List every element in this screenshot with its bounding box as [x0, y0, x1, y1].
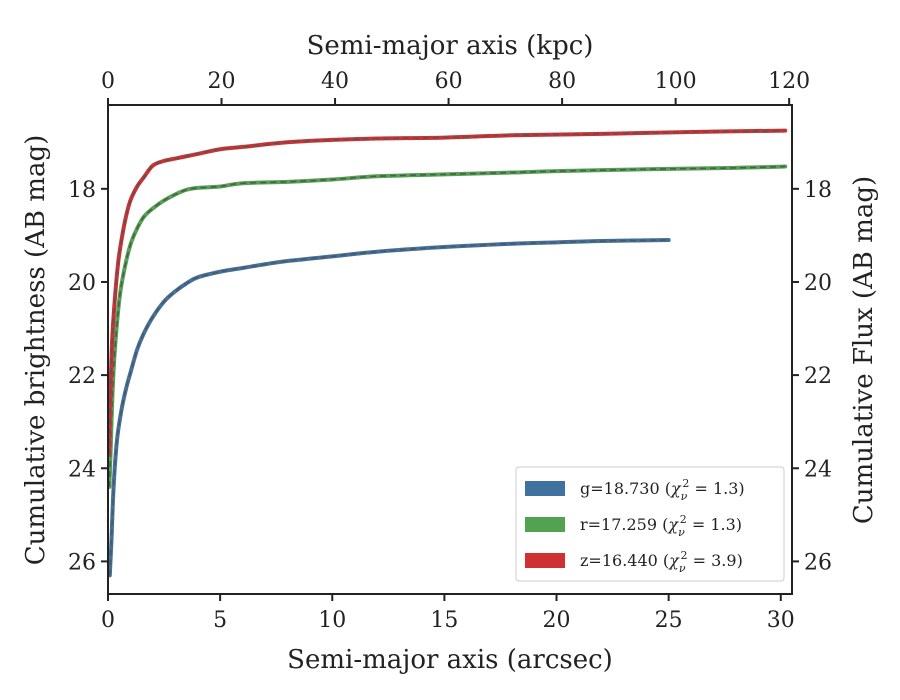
legend-swatch-r [525, 517, 565, 532]
x-tick-label: 15 [430, 608, 458, 633]
y-tick-label: 22 [68, 364, 96, 389]
right-tick-label: 24 [804, 457, 832, 482]
curve-r-band [107, 164, 788, 489]
x-tick-label: 5 [213, 608, 227, 633]
right-tick-label: 20 [804, 271, 832, 296]
y-axis-title: Cumulative brightness (AB mag) [21, 135, 51, 566]
x-tick-label: 20 [543, 608, 571, 633]
y-tick-label: 20 [68, 271, 96, 296]
y-tick-label: 24 [68, 457, 96, 482]
x-tick-label: 25 [655, 608, 683, 633]
x-tick-label: 30 [767, 608, 795, 633]
curve-z-band [107, 128, 788, 457]
x-axis-title: Semi-major axis (arcsec) [287, 645, 613, 675]
top-axis-title: Semi-major axis (kpc) [307, 31, 594, 61]
legend: g=18.730 (χν2 = 1.3) r=17.259 (χν2 = 1.3)… [515, 466, 785, 582]
x-tick-label: 10 [318, 608, 346, 633]
data-curves [107, 128, 788, 578]
model-r-band [108, 165, 786, 487]
top-tick-label: 0 [101, 69, 115, 94]
legend-label-z: z=16.440 (χν2 = 3.9) [580, 549, 743, 575]
right-tick-label: 26 [804, 550, 832, 575]
y-tick-label: 26 [68, 550, 96, 575]
top-tick-label: 80 [548, 69, 576, 94]
top-tick-label: 100 [655, 69, 697, 94]
right-axis-title: Cumulative Flux (AB mag) [849, 176, 879, 524]
top-tick-label: 60 [435, 69, 463, 94]
legend-label-r: r=17.259 (χν2 = 1.3) [580, 513, 742, 539]
legend-label-g: g=18.730 (χν2 = 1.3) [580, 477, 745, 503]
right-tick-label: 18 [804, 178, 832, 203]
legend-swatch-z [525, 553, 565, 568]
y-tick-label: 18 [68, 178, 96, 203]
plot-frame [107, 104, 793, 595]
top-tick-label: 20 [208, 69, 236, 94]
legend-swatch-g [525, 481, 565, 496]
x-tick-label: 0 [101, 608, 115, 633]
model-z-band [108, 129, 786, 455]
model-g-band [108, 239, 669, 576]
axis-ticks: 0 5 10 15 20 25 30 0 20 40 60 80 100 120 18 18 20 20 22 22 2… [68, 69, 832, 633]
right-tick-label: 22 [804, 364, 832, 389]
top-tick-label: 120 [768, 69, 810, 94]
top-tick-label: 40 [321, 69, 349, 94]
legend-box [515, 466, 785, 582]
